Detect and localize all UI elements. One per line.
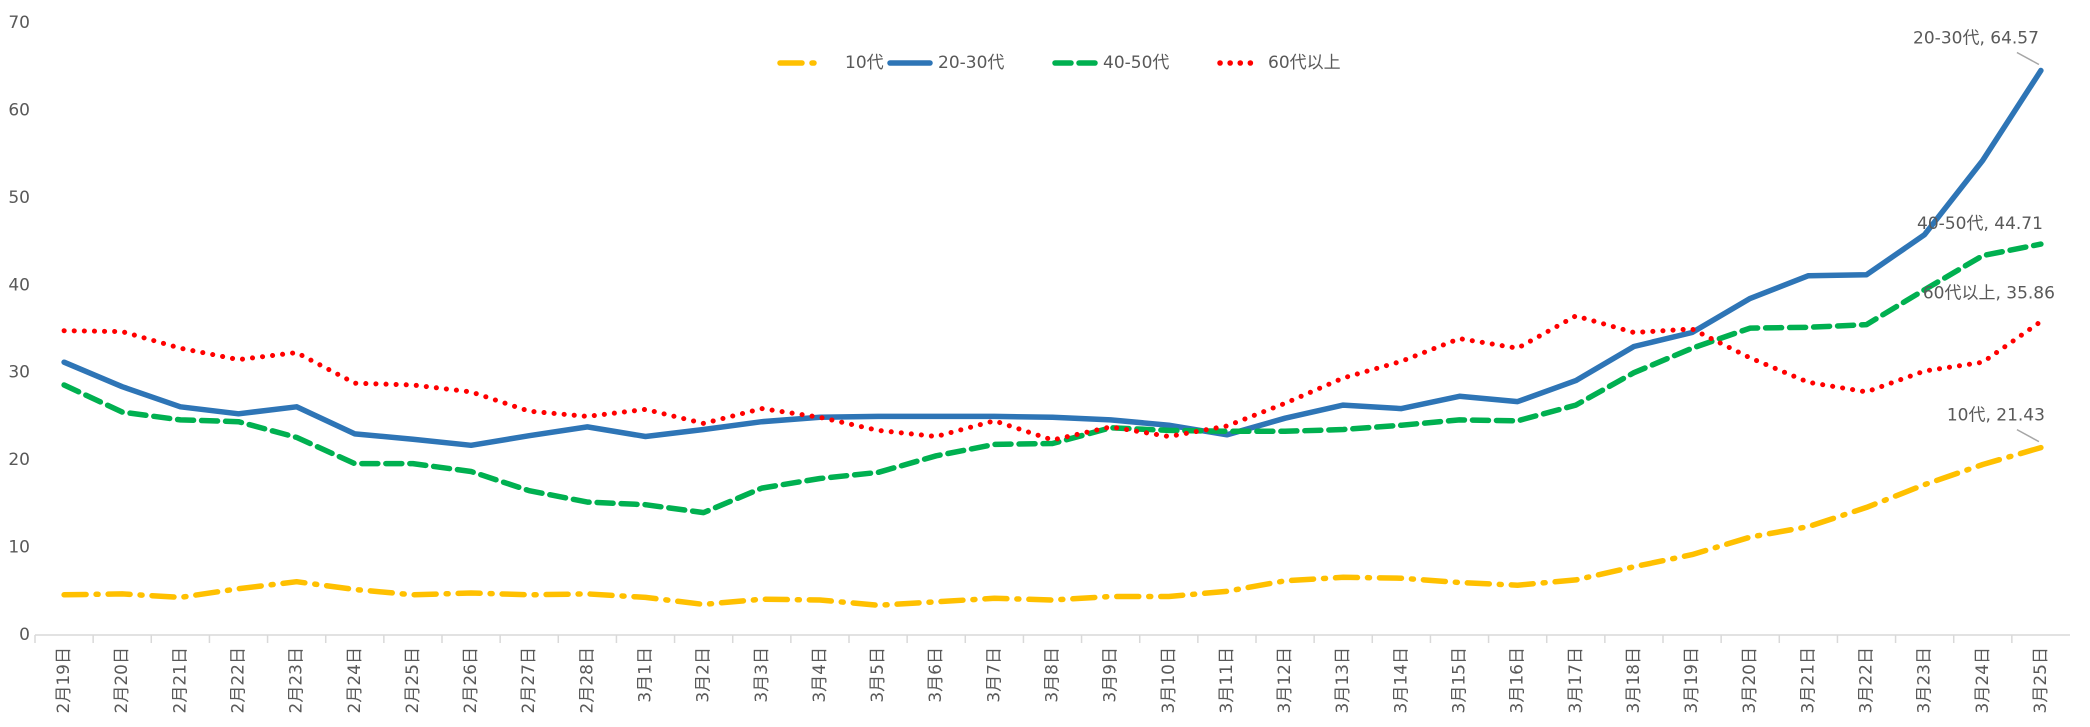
x-tick-label: 3月19日 (1682, 647, 1702, 713)
x-tick-label: 3月3日 (752, 647, 772, 703)
legend: 10代 20-30代 40-50代 60代以上 (777, 53, 1341, 73)
x-tick-label: 3月16日 (1508, 647, 1528, 713)
y-tick-label: 60 (8, 100, 30, 120)
data-label: 10代, 21.43 (1947, 406, 2045, 426)
x-tick-label: 3月4日 (810, 647, 830, 703)
x-tick-label: 3月9日 (1101, 647, 1121, 703)
data-label: 20-30代, 64.57 (1913, 28, 2039, 48)
x-tick-label: 3月14日 (1391, 647, 1411, 713)
x-tick-label: 3月20日 (1740, 647, 1760, 713)
x-tick-label: 2月24日 (345, 647, 365, 713)
x-tick-label: 3月11日 (1217, 647, 1237, 713)
x-tick-label: 2月21日 (170, 647, 190, 713)
data-label: 40-50代, 44.71 (1917, 214, 2043, 234)
x-tick-label: 3月6日 (926, 647, 946, 703)
series-line (61, 67, 2044, 449)
x-tick-label: 3月21日 (1798, 647, 1818, 713)
series-line (61, 313, 2044, 443)
x-tick-label: 3月25日 (2031, 647, 2051, 713)
x-tick-label: 2月19日 (54, 647, 74, 713)
legend-label: 40-50代 (1103, 53, 1169, 73)
x-tick-label: 3月18日 (1624, 647, 1644, 713)
x-tick-label: 3月1日 (636, 647, 656, 703)
y-tick-label: 10 (8, 538, 30, 558)
leader-line (2016, 51, 2040, 66)
x-tick-label: 3月12日 (1275, 647, 1295, 713)
x-tick-label: 3月8日 (1043, 647, 1063, 703)
x-tick-label: 3月2日 (694, 647, 714, 703)
y-tick-label: 0 (19, 625, 30, 645)
y-tick-label: 70 (8, 13, 30, 33)
x-tick-label: 3月22日 (1857, 647, 1877, 713)
series-line (61, 241, 2044, 516)
x-tick-label: 3月5日 (868, 647, 888, 703)
x-tick-label: 3月13日 (1333, 647, 1353, 713)
x-tick-label: 3月15日 (1450, 647, 1470, 713)
x-tick-label: 2月20日 (112, 647, 132, 713)
x-tick-label: 2月27日 (519, 647, 539, 713)
data-label: 60代以上, 35.86 (1923, 283, 2055, 303)
x-tick-label: 2月22日 (229, 647, 249, 713)
legend-label: 20-30代 (938, 53, 1004, 73)
series-line (61, 444, 2044, 609)
y-tick-label: 50 (8, 188, 30, 208)
legend-label: 60代以上 (1268, 53, 1341, 73)
y-tick-label: 20 (8, 450, 30, 470)
x-tick-label: 3月10日 (1159, 647, 1179, 713)
x-tick-label: 2月26日 (461, 647, 481, 713)
x-tick-label: 2月28日 (577, 647, 597, 713)
leader-line (2016, 428, 2040, 443)
legend-label: 10代 (845, 53, 884, 73)
y-tick-label: 30 (8, 363, 30, 383)
x-tick-label: 3月23日 (1915, 647, 1935, 713)
x-tick-label: 3月24日 (1973, 647, 1993, 713)
x-tick-label: 2月25日 (403, 647, 423, 713)
x-tick-label: 2月23日 (287, 647, 307, 713)
x-tick-label: 3月7日 (984, 647, 1004, 703)
x-tick-label: 3月17日 (1566, 647, 1586, 713)
y-tick-label: 40 (8, 275, 30, 295)
